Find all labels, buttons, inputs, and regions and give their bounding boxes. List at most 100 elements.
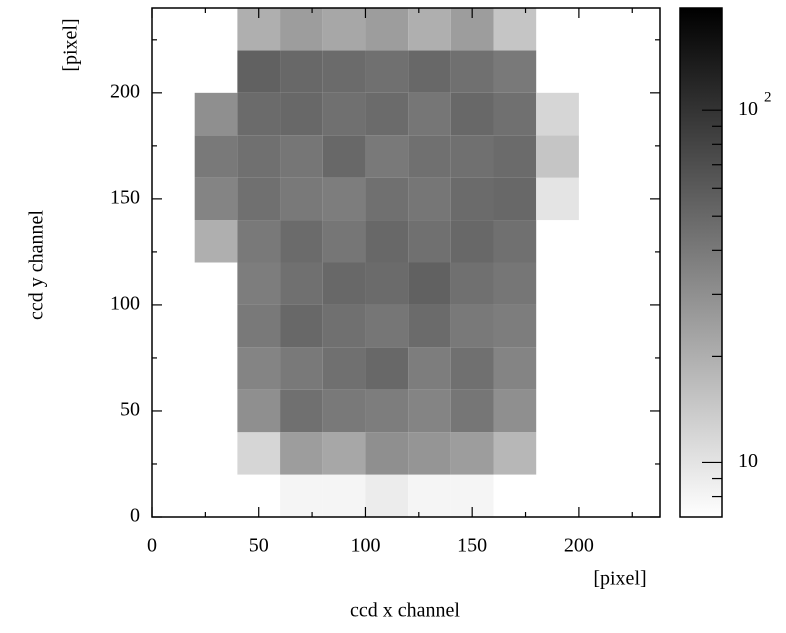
heatmap-cell <box>450 135 494 178</box>
heatmap-cell <box>237 50 281 93</box>
heatmap-cell <box>237 220 281 263</box>
heatmap-cell <box>365 220 409 263</box>
heatmap-cell <box>408 177 451 221</box>
heatmap-cell <box>322 220 366 263</box>
heatmap-cell <box>493 177 537 221</box>
heatmap-cell <box>365 177 409 221</box>
heatmap-cell <box>408 389 451 433</box>
y-tick-label: 50 <box>120 399 140 421</box>
heatmap-cell <box>450 92 494 136</box>
heatmap-cell <box>450 347 494 390</box>
heatmap-cell <box>280 304 323 348</box>
heatmap-cell <box>280 135 323 178</box>
heatmap-cell <box>493 135 537 178</box>
colorbar-frame <box>679 7 723 518</box>
heatmap-cell <box>365 8 409 51</box>
heatmap-cell <box>322 347 366 390</box>
heatmap-cell <box>280 432 323 475</box>
x-tick-label: 100 <box>350 535 380 557</box>
heatmap-cell <box>322 432 366 475</box>
heatmap-cell <box>408 474 451 517</box>
heatmap-cell <box>322 389 366 433</box>
heatmap-cell <box>194 92 238 136</box>
heatmap-cell <box>280 50 323 93</box>
heatmap-cell <box>450 389 494 433</box>
heatmap-cell <box>322 135 366 178</box>
heatmap-cell <box>450 50 494 93</box>
heatmap-cell <box>365 50 409 93</box>
heatmap-cell <box>365 92 409 136</box>
heatmap-cell <box>237 177 281 221</box>
y-tick-label: 0 <box>130 505 140 527</box>
heatmap-cell <box>408 220 451 263</box>
plot-frame <box>151 7 661 518</box>
heatmap-cell <box>408 432 451 475</box>
x-tick-label: 0 <box>147 535 157 557</box>
heatmap-cell <box>365 389 409 433</box>
heatmap-cell <box>493 389 537 433</box>
heatmap-cell <box>450 432 494 475</box>
heatmap-cell <box>365 432 409 475</box>
heatmap-cell <box>280 8 323 51</box>
heatmap-cell <box>280 92 323 136</box>
heatmap-cell <box>237 432 281 475</box>
x-tick-label: 200 <box>564 535 594 557</box>
colorbar <box>680 8 722 517</box>
heatmap-cell <box>536 135 579 178</box>
colorbar-tick-label: 10 <box>738 98 758 120</box>
heatmap-cell <box>237 389 281 433</box>
y-unit: [pixel] <box>60 18 82 71</box>
heatmap-cell <box>322 8 366 51</box>
heatmap-cell <box>237 135 281 178</box>
heatmap-cell <box>493 262 537 305</box>
heatmap-cell <box>322 304 366 348</box>
heatmap-cell <box>365 304 409 348</box>
heatmap-cell <box>536 92 579 136</box>
heatmap-cell <box>322 92 366 136</box>
heatmap-cell <box>194 135 238 178</box>
heatmap-cell <box>237 347 281 390</box>
heatmap-cell <box>493 347 537 390</box>
heatmap-cell <box>493 304 537 348</box>
heatmap-cell <box>322 50 366 93</box>
heatmap-cell <box>365 262 409 305</box>
heatmap-cell <box>322 474 366 517</box>
y-tick-label: 150 <box>110 186 140 208</box>
heatmap-cell <box>408 135 451 178</box>
heatmap <box>194 8 579 517</box>
heatmap-cell <box>194 177 238 221</box>
heatmap-cell <box>408 262 451 305</box>
heatmap-cell <box>280 177 323 221</box>
heatmap-cell <box>280 347 323 390</box>
heatmap-cell <box>280 389 323 433</box>
heatmap-cell <box>408 8 451 51</box>
y-axis-label: ccd y channel <box>26 210 48 320</box>
heatmap-cell <box>450 177 494 221</box>
heatmap-cell <box>450 304 494 348</box>
heatmap-cell <box>493 432 537 475</box>
heatmap-cell <box>280 220 323 263</box>
heatmap-cell <box>365 474 409 517</box>
heatmap-cell <box>237 92 281 136</box>
heatmap-cell <box>365 135 409 178</box>
colorbar-tick-exponent: 2 <box>764 90 772 106</box>
heatmap-cell <box>237 304 281 348</box>
x-axis-label: ccd x channel <box>350 600 460 622</box>
heatmap-cell <box>280 474 323 517</box>
y-tick-label: 100 <box>110 293 140 315</box>
x-tick-label: 150 <box>457 535 487 557</box>
heatmap-cell <box>493 220 537 263</box>
heatmap-cell <box>237 262 281 305</box>
heatmap-cell <box>493 50 537 93</box>
heatmap-cell <box>322 262 366 305</box>
colorbar-tick-label: 10 <box>738 450 758 472</box>
heatmap-cell <box>493 8 537 51</box>
heatmap-cell <box>536 177 579 221</box>
y-tick-label: 200 <box>110 80 140 102</box>
heatmap-cell <box>408 347 451 390</box>
heatmap-cell <box>493 92 537 136</box>
heatmap-cell <box>408 304 451 348</box>
x-tick-label: 50 <box>249 535 269 557</box>
heatmap-cell <box>322 177 366 221</box>
